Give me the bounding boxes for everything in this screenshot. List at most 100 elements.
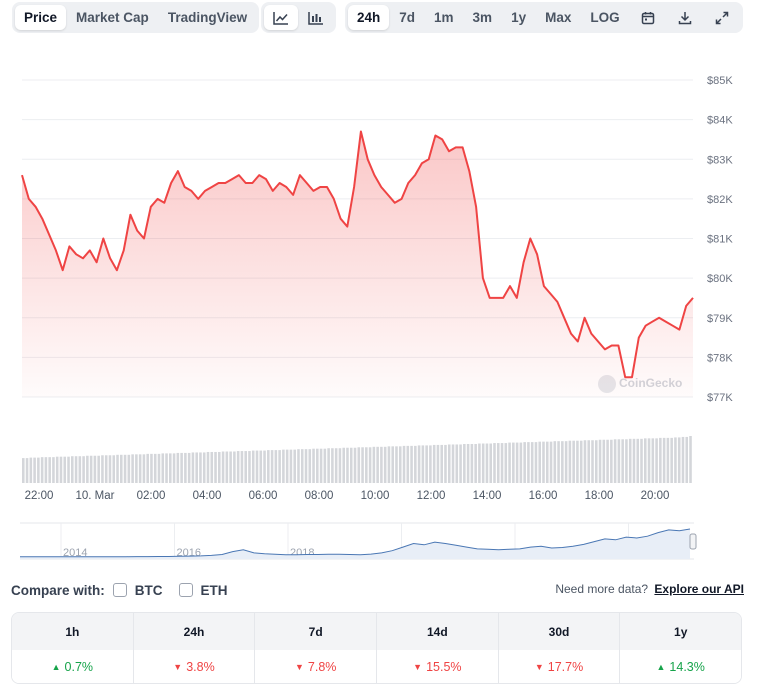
range-1m[interactable]: 1m xyxy=(434,10,454,25)
stat-value-text: 3.8% xyxy=(186,659,215,674)
y-tick-label: $81K xyxy=(707,234,733,246)
chart-type-tabs xyxy=(261,2,336,33)
volume-bar xyxy=(474,443,477,483)
volume-bar xyxy=(210,451,214,483)
line-chart-icon[interactable] xyxy=(264,5,298,30)
volume-bar xyxy=(104,455,108,483)
volume-bar xyxy=(636,438,640,483)
volume-bar xyxy=(504,443,508,483)
volume-bar xyxy=(161,453,165,483)
range-1y[interactable]: 1y xyxy=(511,10,527,25)
volume-bar xyxy=(380,446,383,483)
tab-price[interactable]: Price xyxy=(15,5,67,30)
x-tick-label: 06:00 xyxy=(249,490,278,502)
stat-value-text: 17.7% xyxy=(547,659,584,674)
download-icon[interactable] xyxy=(667,5,703,30)
stat-period: 24h xyxy=(133,613,255,650)
volume-bar xyxy=(131,454,134,483)
volume-bar xyxy=(342,447,345,483)
volume-bar xyxy=(127,454,131,483)
volume-bar xyxy=(187,452,191,483)
volume-bar xyxy=(429,445,432,483)
compare-bar: Compare with: BTC ETH Need more data? Ex… xyxy=(11,578,744,602)
volume-bar xyxy=(67,456,70,483)
volume-bar xyxy=(398,446,402,483)
explore-api-link[interactable]: Explore our API xyxy=(654,582,744,596)
volume-bar xyxy=(376,446,379,483)
volume-bar xyxy=(312,448,315,483)
time-range-tabs: 24h 7d 1m 3m 1y Max LOG xyxy=(345,2,743,33)
volume-bar xyxy=(236,451,240,483)
volume-bar xyxy=(225,451,229,483)
volume-bar xyxy=(293,449,296,483)
volume-bar xyxy=(135,454,138,483)
volume-bar xyxy=(534,442,538,483)
volume-bar xyxy=(515,442,519,483)
stat-value: ▲ 14.3% xyxy=(620,650,741,683)
volume-bar xyxy=(470,443,474,483)
tab-market-cap[interactable]: Market Cap xyxy=(76,10,149,25)
volume-bar xyxy=(150,453,153,483)
volume-bar xyxy=(674,437,677,483)
volume-bar xyxy=(331,448,334,483)
volume-bar xyxy=(251,450,255,483)
eth-checkbox[interactable] xyxy=(178,583,193,597)
volume-bar xyxy=(447,444,451,483)
volume-bar xyxy=(52,457,55,483)
btc-checkbox[interactable] xyxy=(112,583,127,597)
compare-eth-option[interactable]: ETH xyxy=(178,583,236,598)
calendar-icon[interactable] xyxy=(630,5,666,30)
volume-bar xyxy=(538,441,542,483)
volume-bar xyxy=(496,443,500,483)
volume-bar xyxy=(138,454,142,483)
fullscreen-icon[interactable] xyxy=(704,5,740,30)
volume-bar xyxy=(44,457,48,483)
volume-bar xyxy=(666,437,670,483)
volume-bar xyxy=(319,448,323,483)
volume-bar xyxy=(640,438,643,483)
range-3m[interactable]: 3m xyxy=(472,10,493,25)
volume-bar xyxy=(606,439,609,483)
volume-bar xyxy=(368,447,372,483)
volume-bar xyxy=(297,449,300,483)
range-7d[interactable]: 7d xyxy=(399,10,416,25)
volume-bar xyxy=(169,453,172,483)
compare-btc-option[interactable]: BTC xyxy=(112,583,171,598)
volume-bar xyxy=(681,436,685,483)
volume-bar xyxy=(308,449,312,483)
range-max[interactable]: Max xyxy=(545,10,572,25)
up-arrow-icon: ▲ xyxy=(51,661,61,672)
volume-bar xyxy=(545,441,549,483)
price-line xyxy=(21,130,694,379)
volume-bar xyxy=(218,451,221,483)
price-chart[interactable]: $85K$84K$83K$82K$81K$80K$79K$78K$77KCoin… xyxy=(0,40,768,570)
x-tick-label: 10. Mar xyxy=(76,490,115,502)
x-tick-label: 04:00 xyxy=(193,490,222,502)
volume-bar xyxy=(37,457,40,483)
volume-bar xyxy=(647,438,651,483)
x-tick-label: 08:00 xyxy=(305,490,334,502)
volume-bar xyxy=(74,456,78,483)
volume-bar xyxy=(29,457,33,483)
volume-bar xyxy=(572,440,575,483)
volume-bar xyxy=(229,451,232,483)
volume-bar xyxy=(40,457,44,483)
tab-tradingview[interactable]: TradingView xyxy=(167,10,248,25)
volume-bar xyxy=(617,439,621,483)
range-24h[interactable]: 24h xyxy=(348,5,390,30)
volume-bar xyxy=(285,449,289,483)
volume-bar xyxy=(417,445,421,483)
volume-bar xyxy=(180,452,183,483)
volume-bar xyxy=(594,440,598,483)
navigator-handle[interactable] xyxy=(689,533,697,550)
volume-bar xyxy=(689,436,692,483)
volume-bar xyxy=(71,456,74,483)
stat-period: 30d xyxy=(498,613,620,650)
x-tick-label: 02:00 xyxy=(137,490,166,502)
log-scale-toggle[interactable]: LOG xyxy=(590,10,620,25)
volume-bar xyxy=(613,439,617,483)
volume-bar xyxy=(508,442,511,483)
volume-bar xyxy=(459,444,462,483)
x-tick-label: 20:00 xyxy=(641,490,670,502)
candlestick-chart-icon[interactable] xyxy=(299,5,333,30)
